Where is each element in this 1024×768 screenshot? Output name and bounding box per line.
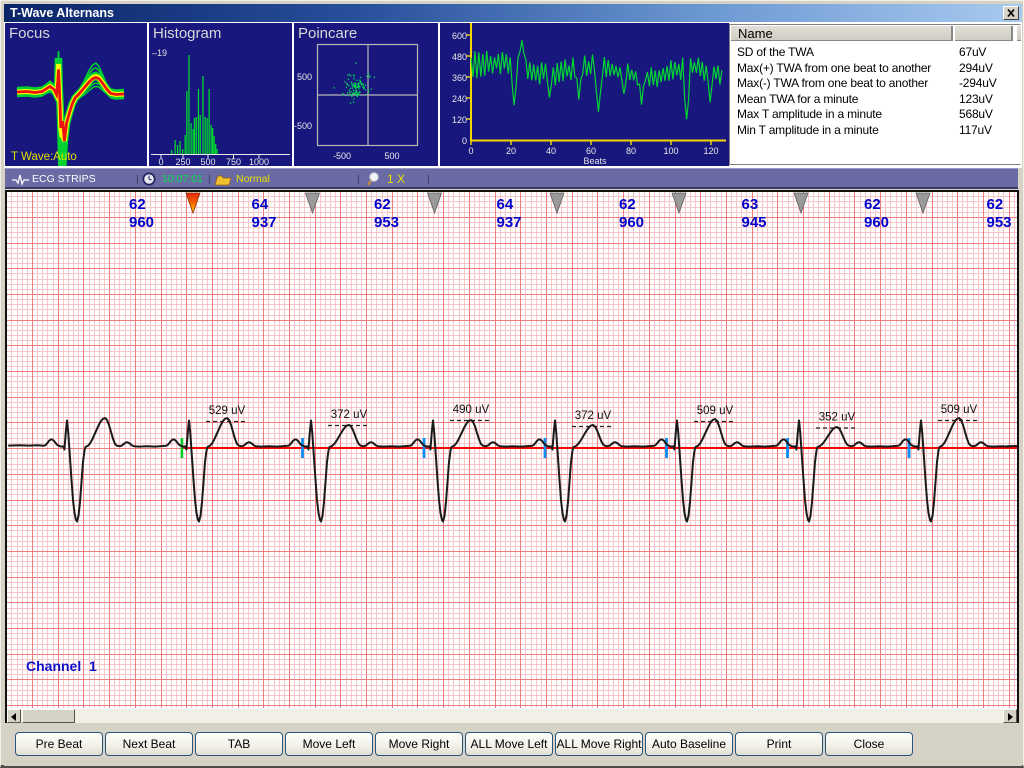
svg-text:352 uV: 352 uV [819, 412, 856, 424]
svg-text:360: 360 [452, 73, 467, 83]
svg-text:600: 600 [452, 31, 467, 41]
svg-text:960: 960 [864, 214, 889, 231]
svg-text:64: 64 [497, 196, 514, 213]
svg-text:953: 953 [374, 214, 399, 231]
svg-text:490 uV: 490 uV [453, 404, 490, 416]
svg-text:62: 62 [129, 196, 146, 213]
svg-text:100: 100 [663, 146, 678, 156]
svg-text:750: 750 [226, 157, 241, 166]
svg-text:0: 0 [462, 136, 467, 146]
svg-text:40: 40 [546, 146, 556, 156]
svg-text:937: 937 [497, 214, 522, 231]
svg-text:953: 953 [987, 214, 1012, 231]
svg-text:500: 500 [384, 151, 399, 161]
svg-text:0: 0 [158, 157, 163, 166]
svg-text:509 uV: 509 uV [697, 405, 734, 417]
svg-text:60: 60 [586, 146, 596, 156]
svg-text:Channel 1: Channel 1 [26, 658, 97, 674]
svg-text:–19: –19 [152, 48, 167, 58]
svg-text:-500: -500 [333, 151, 351, 161]
svg-text:250: 250 [175, 157, 190, 166]
svg-text:Beats: Beats [583, 156, 607, 166]
svg-text:62: 62 [987, 196, 1004, 213]
svg-text:80: 80 [626, 146, 636, 156]
svg-text:500: 500 [200, 157, 215, 166]
svg-text:63: 63 [742, 196, 759, 213]
svg-text:372 uV: 372 uV [575, 410, 612, 422]
svg-text:945: 945 [742, 214, 767, 231]
svg-text:62: 62 [619, 196, 636, 213]
svg-text:1000: 1000 [249, 157, 269, 166]
svg-text:64: 64 [252, 196, 269, 213]
svg-text:62: 62 [374, 196, 391, 213]
svg-text:120: 120 [703, 146, 718, 156]
svg-text:480: 480 [452, 52, 467, 62]
svg-text:960: 960 [129, 214, 154, 231]
svg-text:937: 937 [252, 214, 277, 231]
svg-text:960: 960 [619, 214, 644, 231]
svg-text:20: 20 [506, 146, 516, 156]
svg-text:500: 500 [297, 72, 312, 82]
svg-text:120: 120 [452, 115, 467, 125]
svg-text:509 uV: 509 uV [941, 404, 978, 416]
svg-text:372 uV: 372 uV [331, 409, 368, 421]
svg-text:529 uV: 529 uV [209, 405, 246, 417]
svg-text:240: 240 [452, 94, 467, 104]
svg-text:0: 0 [468, 146, 473, 156]
svg-text:-500: -500 [294, 121, 312, 131]
svg-text:62: 62 [864, 196, 881, 213]
